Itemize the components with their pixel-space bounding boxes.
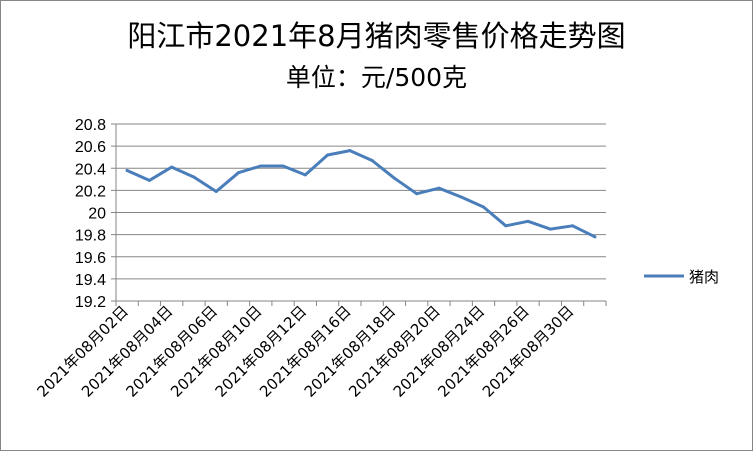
y-tick-label: 19.2 — [75, 294, 106, 311]
chart-title: 阳江市2021年8月猪肉零售价格走势图 — [127, 19, 626, 53]
gridlines — [116, 123, 606, 302]
chart-subtitle: 单位：元/500克 — [285, 63, 468, 92]
y-tick-label: 20.4 — [75, 161, 106, 178]
y-tick-label: 20.6 — [75, 139, 106, 156]
data-point — [526, 219, 530, 223]
y-tick-label: 19.6 — [75, 250, 106, 267]
data-point — [459, 195, 463, 199]
data-point — [259, 164, 263, 168]
data-point — [370, 159, 374, 163]
data-point — [348, 149, 352, 153]
data-point — [415, 192, 419, 196]
data-point — [482, 205, 485, 209]
data-point — [392, 176, 396, 180]
data-point — [571, 224, 575, 228]
data-point — [170, 165, 174, 169]
y-tick-label: 19.8 — [75, 228, 106, 245]
data-point — [237, 171, 240, 175]
legend-label: 猪肉 — [689, 268, 719, 286]
y-tick-label: 19.4 — [75, 272, 106, 289]
data-point — [147, 178, 151, 182]
x-axis: 2021年08月02日2021年08月04日2021年08月06日2021年08… — [33, 300, 607, 401]
y-tick-label: 20 — [88, 206, 106, 223]
y-tick-label: 20.2 — [75, 183, 106, 200]
data-point — [326, 153, 330, 157]
data-point — [192, 175, 196, 179]
data-point — [548, 227, 552, 231]
series-line — [125, 149, 597, 239]
data-point — [504, 224, 508, 228]
data-point — [593, 235, 597, 239]
data-point — [214, 189, 218, 193]
data-point — [303, 173, 307, 177]
y-tick-label: 20.8 — [75, 117, 106, 134]
legend: 猪肉 — [644, 268, 719, 286]
plot-series — [125, 149, 597, 239]
data-point — [281, 164, 285, 168]
data-point — [125, 168, 129, 172]
data-point — [437, 186, 441, 190]
y-axis: 20.8 20.6 20.4 20.2 20 19.8 19.6 19.4 19.2 — [75, 117, 117, 311]
